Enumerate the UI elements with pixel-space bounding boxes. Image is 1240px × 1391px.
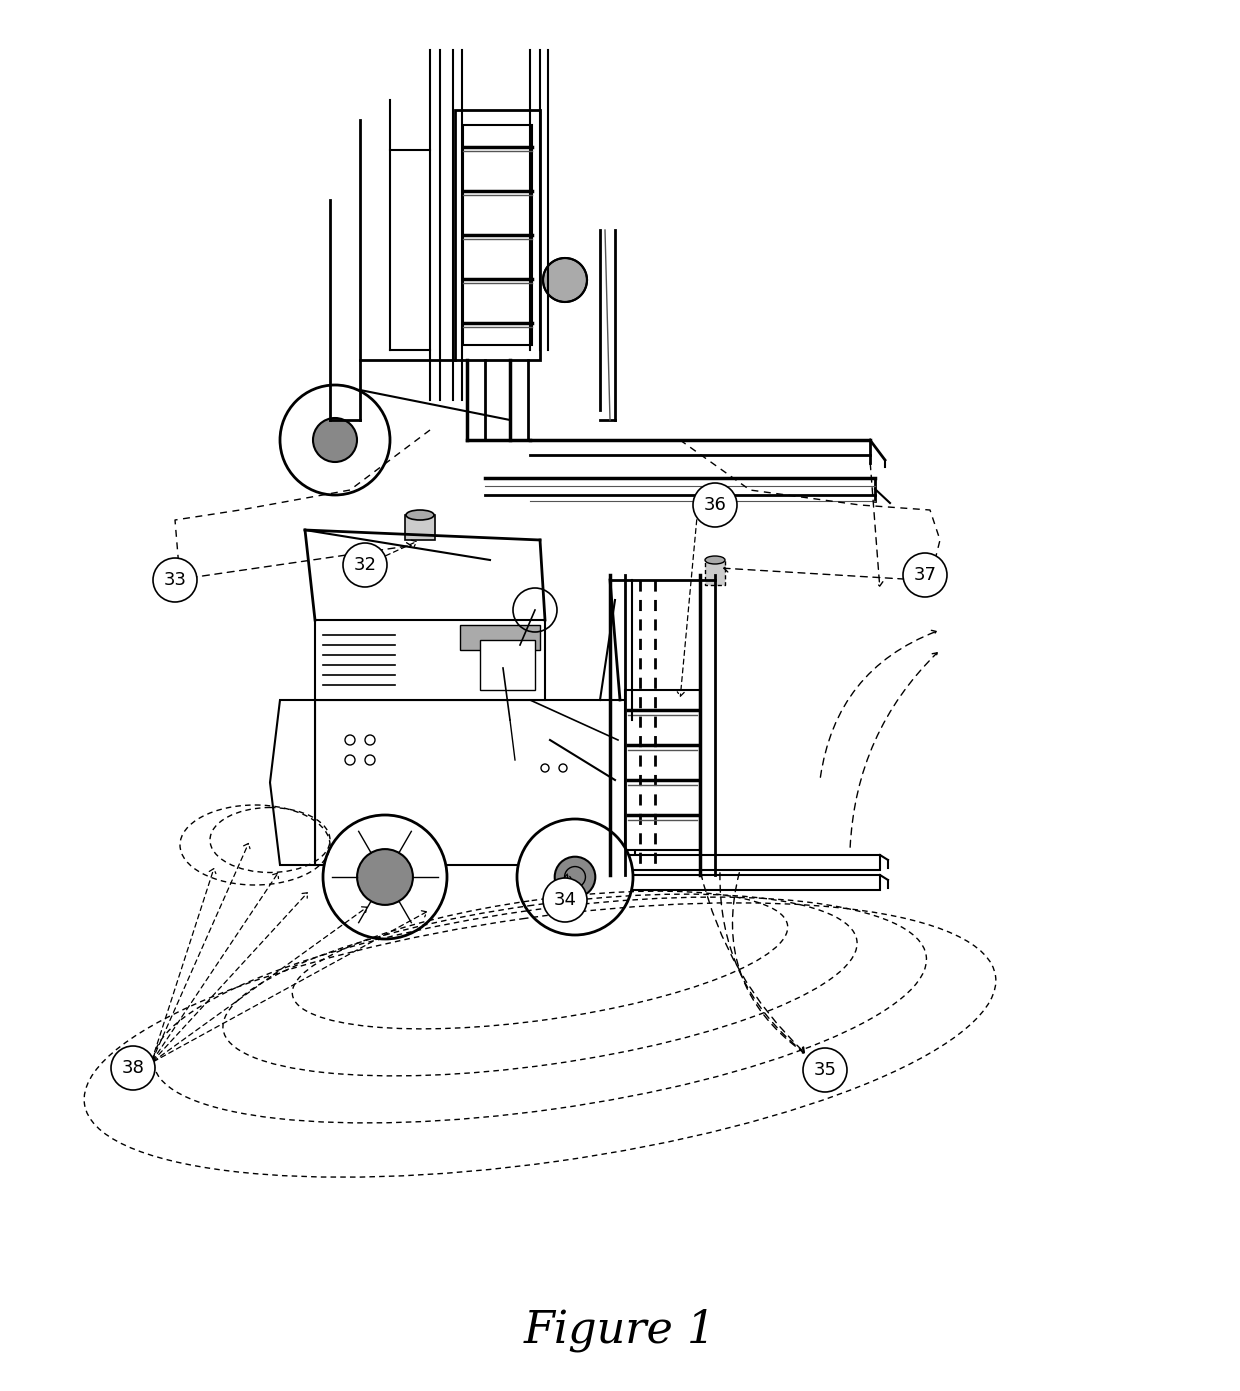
Text: 36: 36 (703, 497, 727, 515)
Circle shape (280, 385, 391, 495)
Text: 35: 35 (813, 1061, 837, 1079)
Bar (460, 625, 539, 650)
Ellipse shape (405, 510, 434, 520)
Text: 38: 38 (122, 1059, 144, 1077)
Bar (405, 515, 435, 540)
Bar (625, 690, 701, 850)
Circle shape (517, 819, 632, 935)
Text: 37: 37 (914, 566, 936, 584)
Text: 33: 33 (164, 570, 186, 588)
Circle shape (343, 542, 387, 587)
Bar (315, 620, 546, 700)
Circle shape (112, 1046, 155, 1091)
Circle shape (554, 857, 595, 897)
Circle shape (804, 1047, 847, 1092)
Circle shape (312, 419, 357, 462)
Circle shape (543, 878, 587, 922)
Bar (315, 700, 635, 865)
Circle shape (322, 815, 446, 939)
Bar (455, 110, 539, 360)
Text: 34: 34 (553, 892, 577, 908)
Circle shape (903, 554, 947, 597)
Bar (706, 561, 725, 586)
Bar (625, 855, 880, 869)
Circle shape (365, 734, 374, 746)
Text: 32: 32 (353, 556, 377, 574)
Circle shape (357, 849, 413, 906)
Bar (463, 125, 532, 345)
Bar (480, 640, 534, 690)
Ellipse shape (706, 556, 725, 563)
Bar (625, 875, 880, 890)
Circle shape (543, 257, 587, 302)
Circle shape (345, 734, 355, 746)
Circle shape (559, 764, 567, 772)
Circle shape (153, 558, 197, 602)
Circle shape (541, 764, 549, 772)
Circle shape (365, 755, 374, 765)
Circle shape (345, 755, 355, 765)
Text: Figure 1: Figure 1 (523, 1309, 717, 1352)
Circle shape (693, 483, 737, 527)
Polygon shape (270, 700, 315, 865)
